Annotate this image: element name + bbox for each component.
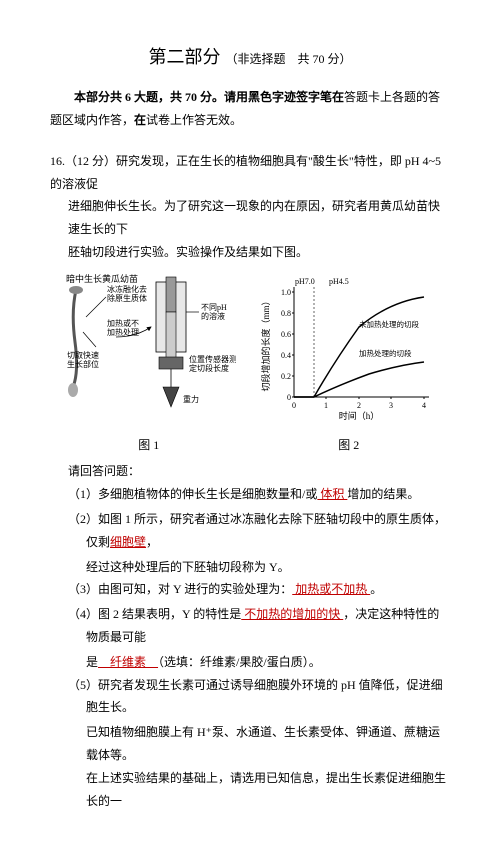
title-sub: （非选择题 共 70 分） xyxy=(226,52,352,66)
f1-ph2: 的溶液 xyxy=(201,311,225,321)
figure-1: 暗中生长黄瓜幼苗 冰冻融化去 除原生质体 切取快速 生长部位 加热或不 加热处理… xyxy=(61,272,236,457)
f1-heat2: 加热处理 xyxy=(107,327,139,337)
q16-4c: 是 xyxy=(86,655,98,669)
q16-2: （2）如图 1 所示，研究者通过冰冻融化去除下胚轴切段中的原生质体，仅剩细胞壁， xyxy=(68,508,450,554)
fig2-caption: 图 2 xyxy=(259,434,439,457)
f2-leg1: 未加热处理的切段 xyxy=(359,319,419,329)
q16-1-ans: 体积 xyxy=(317,487,347,501)
q16-4d: （选填：纤维素/果胶/蛋白质）。 xyxy=(158,655,321,669)
svg-text:3: 3 xyxy=(389,401,393,410)
q16-stem2: 进细胞伸长生长。为了研究这一现象的内在原因，研究者用黄瓜幼苗快速生长的下 xyxy=(50,195,450,241)
q16: 16.（12 分）研究发现，正在生长的植物细胞具有"酸生长"特性，即 pH 4~… xyxy=(50,150,450,264)
svg-text:0: 0 xyxy=(287,393,291,402)
svg-text:2: 2 xyxy=(357,401,361,410)
f1-freeze2: 除原生质体 xyxy=(107,293,147,303)
f2-xlabel: 时间（h） xyxy=(338,410,379,421)
f2-leg2: 加热处理的切段 xyxy=(359,348,412,358)
figure-2: 0 0.2 0.4 0.6 0.8 1.0 0 1 2 3 4 pH7.0 pH… xyxy=(259,272,439,457)
instr-d: 试卷上作答无效。 xyxy=(146,113,242,127)
q16-5a: （5）研究者发现生长素可通过诱导细胞膜外环境的 pH 值降低，促进细胞生长。 xyxy=(68,674,450,720)
q16-1b: 增加的结果。 xyxy=(347,487,419,501)
f2-ylabel: 切段增加的长度（mm） xyxy=(260,296,271,391)
q16-4a: （4）图 2 结果表明，Y 的特性是 xyxy=(68,607,241,621)
q16-4-ans1: 不加热的增加的快 xyxy=(241,607,343,621)
svg-text:4: 4 xyxy=(422,401,426,410)
svg-text:0.2: 0.2 xyxy=(281,372,291,381)
f1-sens1: 位置传感器测 xyxy=(189,354,236,364)
q16-4-ans2: 纤维素 xyxy=(98,655,158,669)
q16-2c: 经过这种处理后的下胚轴切段称为 Y。 xyxy=(68,556,450,579)
section-title: 第二部分 （非选择题 共 70 分） xyxy=(50,40,450,74)
f1-ph1: 不同pH xyxy=(201,303,227,312)
f1-freeze1: 冰冻融化去 xyxy=(107,284,147,294)
f1-cut1: 切取快速 xyxy=(67,350,99,360)
fig1-caption: 图 1 xyxy=(61,434,236,457)
q16-4: （4）图 2 结果表明，Y 的特性是 不加热的增加的快 ，决定这种特性的物质最可… xyxy=(68,603,450,649)
q16-num: 16.（12 分） xyxy=(50,154,116,168)
instr-a: 本部分共 6 大题，共 70 分。请用黑色字迹签字笔在 xyxy=(74,90,344,104)
f1-heat1: 加热或不 xyxy=(107,318,139,328)
q16-4-line2: 是 纤维素 （选填：纤维素/果胶/蛋白质）。 xyxy=(68,651,450,674)
svg-text:1.0: 1.0 xyxy=(281,288,291,297)
q16-stem3: 胚轴切段进行实验。实验操作及结果如下图。 xyxy=(50,241,450,264)
svg-text:1: 1 xyxy=(324,401,328,410)
q16-2-ans: 细胞壁 xyxy=(110,535,146,549)
answer-prompt: 请回答问题： xyxy=(68,460,450,483)
svg-text:0.8: 0.8 xyxy=(281,309,291,318)
f1-weight: 重力 xyxy=(183,394,199,404)
q16-3a: （3）由图可知，对 Y 进行的实验处理为： xyxy=(68,582,292,596)
f2-ph70: pH7.0 xyxy=(295,277,315,286)
q16-1: （1）多细胞植物体的伸长生长是细胞数量和/或 体积 增加的结果。 xyxy=(68,483,450,506)
svg-text:0.6: 0.6 xyxy=(281,330,291,339)
q16-3b: 。 xyxy=(370,582,382,596)
f1-top: 暗中生长黄瓜幼苗 xyxy=(66,273,138,284)
q16-3-ans: 加热或不加热 xyxy=(292,582,370,596)
q16-1a: （1）多细胞植物体的伸长生长是细胞数量和/或 xyxy=(68,487,317,501)
q16-5b: 已知植物细胞膜上有 H⁺泵、水通道、生长素受体、钾通道、蔗糖运载体等。 xyxy=(68,721,450,767)
title-main: 第二部分 xyxy=(148,47,220,67)
f2-ph45: pH4.5 xyxy=(329,277,349,286)
q16-3: （3）由图可知，对 Y 进行的实验处理为： 加热或不加热 。 xyxy=(68,578,450,601)
instruction: 本部分共 6 大题，共 70 分。请用黑色字迹签字笔在答题卡上各题的答题区域内作… xyxy=(50,86,450,132)
fig2-svg: 0 0.2 0.4 0.6 0.8 1.0 0 1 2 3 4 pH7.0 pH… xyxy=(259,272,439,422)
svg-text:0.4: 0.4 xyxy=(281,351,291,360)
f1-cut2: 生长部位 xyxy=(67,359,99,369)
figures-row: 暗中生长黄瓜幼苗 冰冻融化去 除原生质体 切取快速 生长部位 加热或不 加热处理… xyxy=(50,272,450,457)
svg-text:0: 0 xyxy=(292,401,296,410)
fig1-svg: 暗中生长黄瓜幼苗 冰冻融化去 除原生质体 切取快速 生长部位 加热或不 加热处理… xyxy=(61,272,236,422)
instr-c: 在 xyxy=(134,113,146,127)
q16-5c: 在上述实验结果的基础上，请选用已知信息，提出生长素促进细胞生长的一 xyxy=(68,767,450,813)
f1-sens2: 定切段长度 xyxy=(189,363,229,373)
q16-2b: ， xyxy=(146,535,158,549)
